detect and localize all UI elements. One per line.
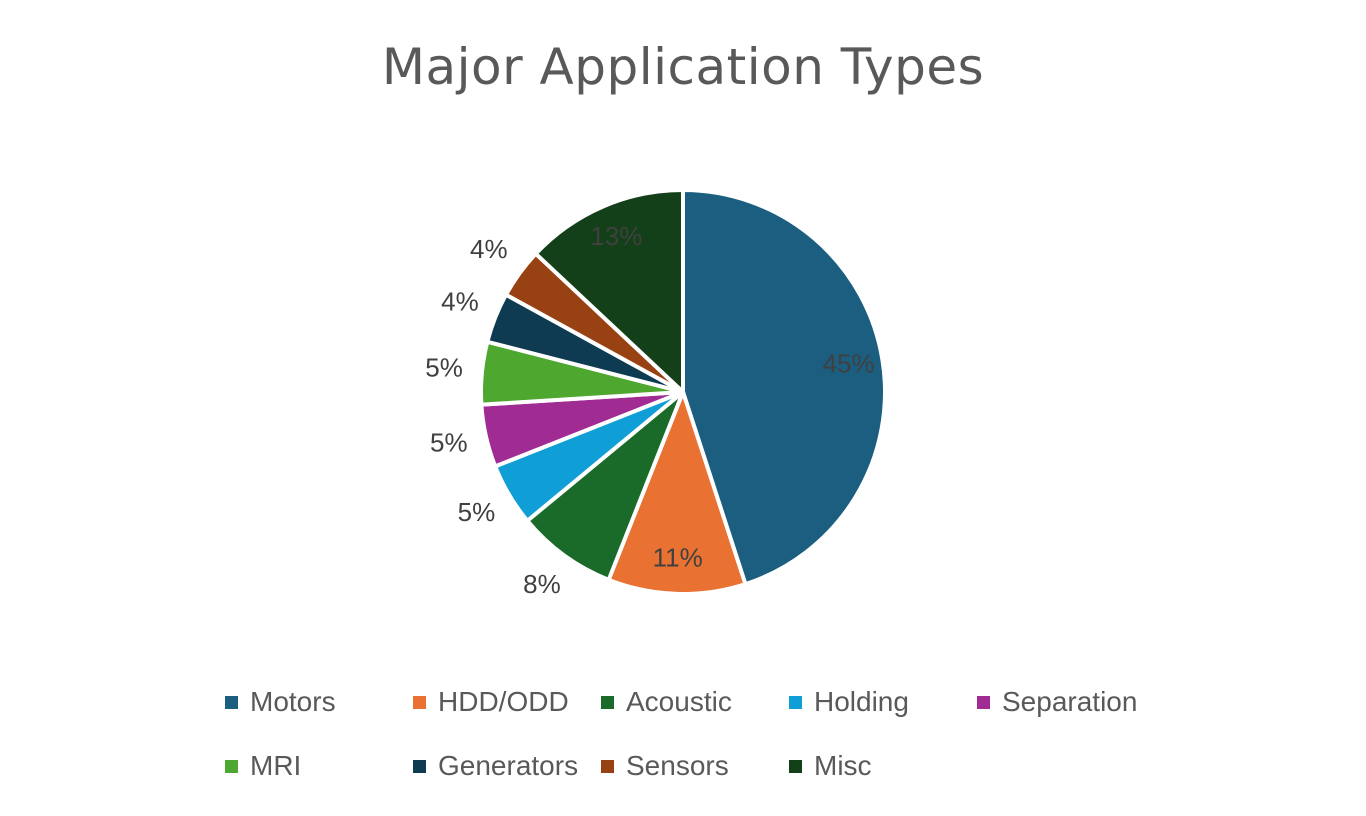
pie-chart: 45% 11% 8% 5% 5% 5% 4% 4% 13% bbox=[425, 188, 887, 599]
pie-slices bbox=[479, 188, 887, 596]
legend-label: Generators bbox=[438, 750, 579, 781]
legend-item-generators: Generators bbox=[413, 748, 601, 784]
legend-item-mri: MRI bbox=[225, 748, 413, 784]
legend-label: Sensors bbox=[626, 750, 729, 781]
legend-label: Separation bbox=[1002, 686, 1138, 717]
data-label-generators: 4% bbox=[441, 287, 479, 317]
legend-item-acoustic: Acoustic bbox=[601, 684, 789, 720]
data-label-separation: 5% bbox=[430, 427, 468, 457]
pie-slice-misc bbox=[533, 188, 685, 394]
legend-swatch bbox=[789, 759, 802, 773]
data-label-motors: 45% bbox=[823, 349, 875, 379]
legend-swatch bbox=[977, 695, 990, 709]
data-label-misc: 13% bbox=[590, 221, 642, 251]
legend-label: Misc bbox=[814, 750, 872, 781]
pie-slice-motors bbox=[681, 188, 887, 587]
legend-swatch bbox=[225, 695, 238, 709]
legend-label: Acoustic bbox=[626, 686, 732, 717]
chart-legend: Motors HDD/ODD Acoustic Holding Separation MR… bbox=[225, 684, 1185, 784]
legend-swatch bbox=[789, 695, 802, 709]
legend-swatch bbox=[601, 695, 614, 709]
data-label-hdd-odd: 11% bbox=[653, 542, 703, 572]
legend-item-hdd-odd: HDD/ODD bbox=[413, 684, 601, 720]
pie-data-labels: 45% 11% 8% 5% 5% 5% 4% 4% 13% bbox=[425, 221, 874, 599]
pie-slice-hdd-odd bbox=[606, 390, 748, 596]
data-label-mri: 5% bbox=[425, 352, 463, 382]
legend-item-motors: Motors bbox=[225, 684, 413, 720]
data-label-sensors: 4% bbox=[470, 234, 508, 264]
data-label-holding: 5% bbox=[458, 497, 496, 527]
legend-swatch bbox=[413, 695, 426, 709]
legend-swatch bbox=[601, 759, 614, 773]
legend-item-misc: Misc bbox=[789, 748, 977, 784]
legend-swatch bbox=[413, 759, 426, 773]
legend-label: HDD/ODD bbox=[438, 686, 569, 717]
legend-item-sensors: Sensors bbox=[601, 748, 789, 784]
legend-label: MRI bbox=[250, 750, 302, 781]
data-label-acoustic: 8% bbox=[523, 569, 561, 599]
legend-label: Motors bbox=[250, 686, 336, 717]
legend-label: Holding bbox=[814, 686, 909, 717]
chart-title: Major Application Types bbox=[381, 38, 985, 96]
legend-swatch bbox=[225, 759, 238, 773]
legend-item-holding: Holding bbox=[789, 684, 977, 720]
legend-item-separation: Separation bbox=[977, 684, 1177, 720]
